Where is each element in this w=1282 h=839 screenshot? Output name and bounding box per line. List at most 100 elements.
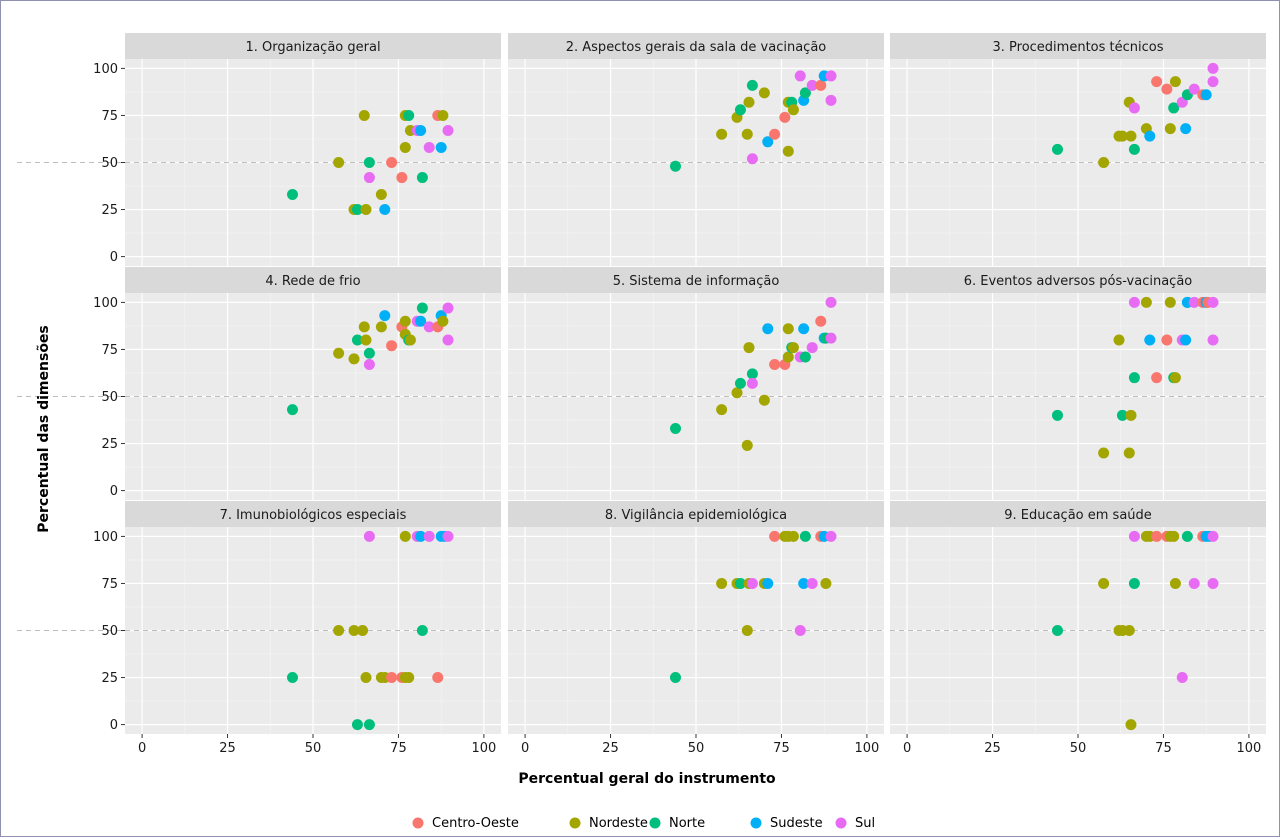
data-point-norte: [351, 204, 363, 216]
y-tick-label: 50: [101, 156, 118, 171]
x-tick-label: 100: [854, 741, 879, 756]
legend-label: Nordeste: [589, 816, 648, 831]
data-point-nordeste: [358, 321, 370, 333]
data-point-nordeste: [741, 625, 753, 636]
data-point-centro-oeste: [386, 672, 398, 684]
x-tick-label: 75: [773, 741, 790, 756]
data-point-nordeste: [360, 204, 372, 216]
data-point-sudeste: [762, 136, 774, 148]
data-point-sul: [746, 153, 758, 165]
data-point-sul: [806, 342, 818, 354]
data-point-centro-oeste: [769, 128, 781, 140]
data-point-centro-oeste: [769, 530, 781, 542]
data-point-centro-oeste: [1151, 372, 1163, 384]
data-point-nordeste: [743, 342, 755, 354]
x-tick-label: 0: [521, 741, 529, 756]
data-point-norte: [799, 87, 811, 99]
data-point-nordeste: [404, 334, 416, 346]
data-point-nordeste: [360, 334, 372, 346]
data-point-nordeste: [1169, 76, 1181, 88]
x-tick-label: 75: [1155, 741, 1172, 756]
data-point-nordeste: [1123, 447, 1135, 459]
panel-title: 7. Imunobiológicos especiais: [220, 508, 407, 523]
data-point-norte: [734, 577, 746, 589]
panel-3: 3. Procedimentos técnicos: [890, 33, 1267, 266]
legend-item: Nordeste: [569, 816, 648, 831]
data-point-sul: [363, 359, 375, 371]
y-tick-label: 50: [101, 624, 118, 639]
x-tick-label: 100: [1236, 741, 1261, 756]
data-point-nordeste: [787, 530, 799, 542]
data-point-sul: [1176, 672, 1188, 684]
y-tick-label: 100: [93, 62, 118, 77]
data-point-nordeste: [1140, 296, 1152, 308]
data-point-nordeste: [403, 672, 415, 684]
data-point-sul: [442, 302, 454, 314]
data-point-norte: [746, 79, 758, 91]
data-point-nordeste: [375, 321, 387, 333]
panel-4: 4. Rede de frio: [17, 267, 501, 500]
data-point-centro-oeste: [386, 157, 398, 168]
data-point-nordeste: [1113, 334, 1125, 346]
data-point-centro-oeste: [815, 79, 827, 91]
data-point-sudeste: [379, 204, 391, 216]
panel-strip: [508, 501, 884, 527]
data-point-sul: [1207, 62, 1219, 74]
data-point-sudeste: [415, 315, 427, 327]
data-point-norte: [363, 157, 375, 168]
y-axis-title: Percentual das dimensões: [36, 325, 52, 533]
y-tick-label: 75: [101, 109, 118, 124]
data-point-norte: [1128, 143, 1140, 155]
legend-swatch: [412, 817, 424, 829]
data-point-centro-oeste: [1161, 334, 1173, 346]
data-point-centro-oeste: [1151, 530, 1163, 542]
panel-7: 7. Imunobiológicos especiais: [17, 501, 501, 734]
data-point-sudeste: [762, 577, 774, 589]
data-point-nordeste: [1164, 123, 1176, 135]
y-tick-label: 25: [101, 671, 118, 686]
data-point-nordeste: [820, 577, 832, 589]
data-point-sul: [363, 172, 375, 184]
panel-8: 8. Vigilância epidemiológica: [508, 501, 884, 734]
data-point-sudeste: [415, 530, 427, 542]
data-point-sul: [1188, 577, 1200, 589]
data-point-nordeste: [1169, 372, 1181, 384]
data-point-nordeste: [1098, 447, 1110, 459]
panel-5: 5. Sistema de informação: [508, 267, 884, 500]
x-tick-label: 50: [1070, 741, 1087, 756]
data-point-sul: [1207, 577, 1219, 589]
data-point-norte: [1168, 102, 1180, 114]
data-point-sudeste: [415, 125, 427, 137]
data-point-norte: [286, 404, 298, 416]
data-point-sudeste: [1180, 123, 1192, 135]
panel-title: 9. Educação em saúde: [1004, 508, 1152, 523]
data-point-sul: [825, 94, 837, 106]
data-point-sul: [423, 530, 435, 542]
data-point-nordeste: [437, 109, 449, 121]
data-point-sudeste: [798, 323, 810, 335]
panels-layer: 1. Organização geral 2. Aspectos gerais d…: [17, 33, 1267, 734]
data-point-sudeste: [762, 323, 774, 335]
data-point-norte: [363, 347, 375, 359]
y-tick-label: 25: [101, 203, 118, 218]
legend: Centro-Oeste Nordeste Norte Sudeste Sul: [412, 816, 875, 831]
data-point-nordeste: [1098, 577, 1110, 589]
data-point-nordeste: [741, 128, 753, 140]
y-tick-label: 100: [93, 296, 118, 311]
data-point-nordeste: [1125, 719, 1137, 731]
data-point-sul: [1188, 83, 1200, 95]
data-point-norte: [669, 422, 681, 434]
x-tick-label: 50: [688, 741, 705, 756]
data-point-sul: [746, 577, 758, 589]
data-point-nordeste: [716, 577, 728, 589]
x-tick-label: 0: [138, 741, 146, 756]
legend-label: Norte: [669, 816, 705, 831]
data-point-centro-oeste: [779, 111, 791, 123]
data-point-centro-oeste: [396, 172, 408, 184]
data-point-norte: [734, 104, 746, 116]
data-point-norte: [351, 719, 363, 731]
data-point-norte: [351, 334, 363, 346]
x-tick-label: 25: [602, 741, 619, 756]
